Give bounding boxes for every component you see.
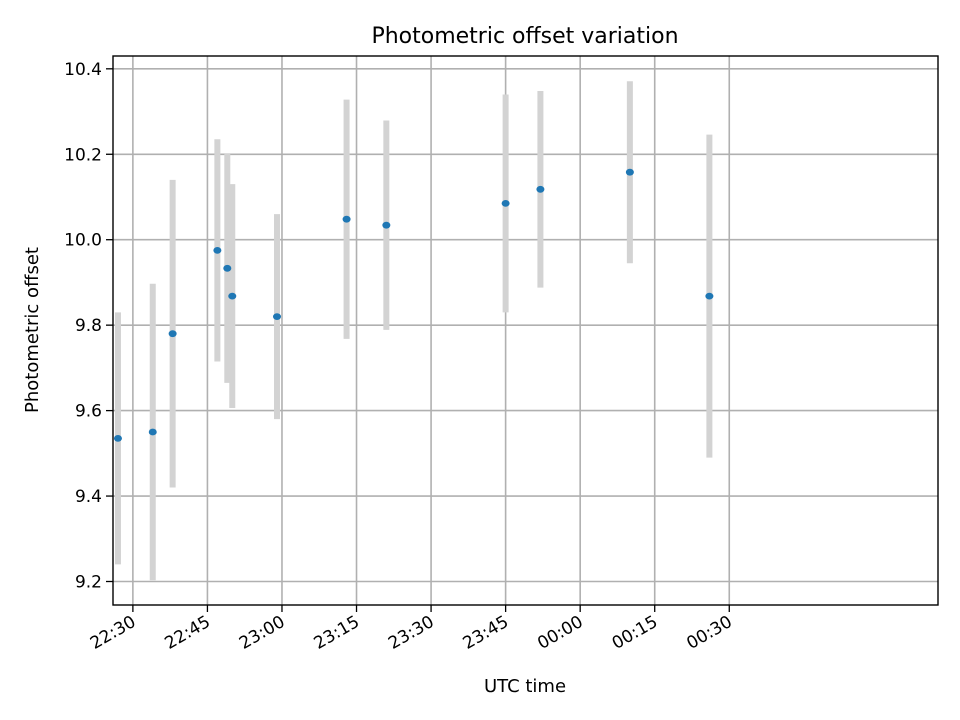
- data-point: [113, 434, 122, 442]
- data-point: [273, 313, 282, 321]
- y-tick-label: 9.4: [75, 487, 102, 507]
- data-point: [625, 168, 634, 176]
- axis-ticks: 22:30 22:45 23:00 23:15 23:30 23:45 00:00 00:15…: [64, 60, 736, 654]
- x-tick-label: 00:00: [534, 612, 586, 654]
- x-tick-label: 23:15: [311, 612, 363, 654]
- y-tick-label: 9.6: [75, 402, 102, 422]
- y-axis-label: Photometric offset: [22, 247, 43, 413]
- data-points: [113, 168, 714, 442]
- x-tick-label: 23:45: [460, 612, 512, 654]
- x-tick-label: 22:30: [87, 612, 139, 654]
- data-point: [705, 292, 714, 300]
- x-tick-label: 23:00: [236, 612, 288, 654]
- data-point: [228, 292, 237, 300]
- y-tick-label: 10.0: [64, 231, 102, 251]
- data-point: [223, 264, 232, 272]
- y-tick-label: 9.8: [75, 316, 102, 336]
- x-tick-label: 00:30: [683, 612, 735, 654]
- grid-lines: [113, 56, 938, 605]
- x-axis-label: UTC time: [484, 676, 566, 697]
- y-tick-label: 9.2: [75, 573, 102, 593]
- y-tick-label: 10.4: [64, 60, 102, 80]
- plot-frame: [112, 55, 939, 606]
- data-point: [213, 246, 222, 254]
- y-tick-label: 10.2: [64, 145, 102, 165]
- data-point: [148, 428, 157, 436]
- data-point: [382, 221, 391, 229]
- data-point: [501, 199, 510, 207]
- x-tick-label: 22:45: [161, 612, 213, 654]
- data-point: [342, 215, 351, 223]
- x-tick-label: 23:30: [385, 612, 437, 654]
- data-point: [536, 185, 545, 193]
- x-tick-label: 00:15: [609, 612, 661, 654]
- data-point: [168, 330, 177, 338]
- chart-title: Photometric offset variation: [371, 24, 678, 49]
